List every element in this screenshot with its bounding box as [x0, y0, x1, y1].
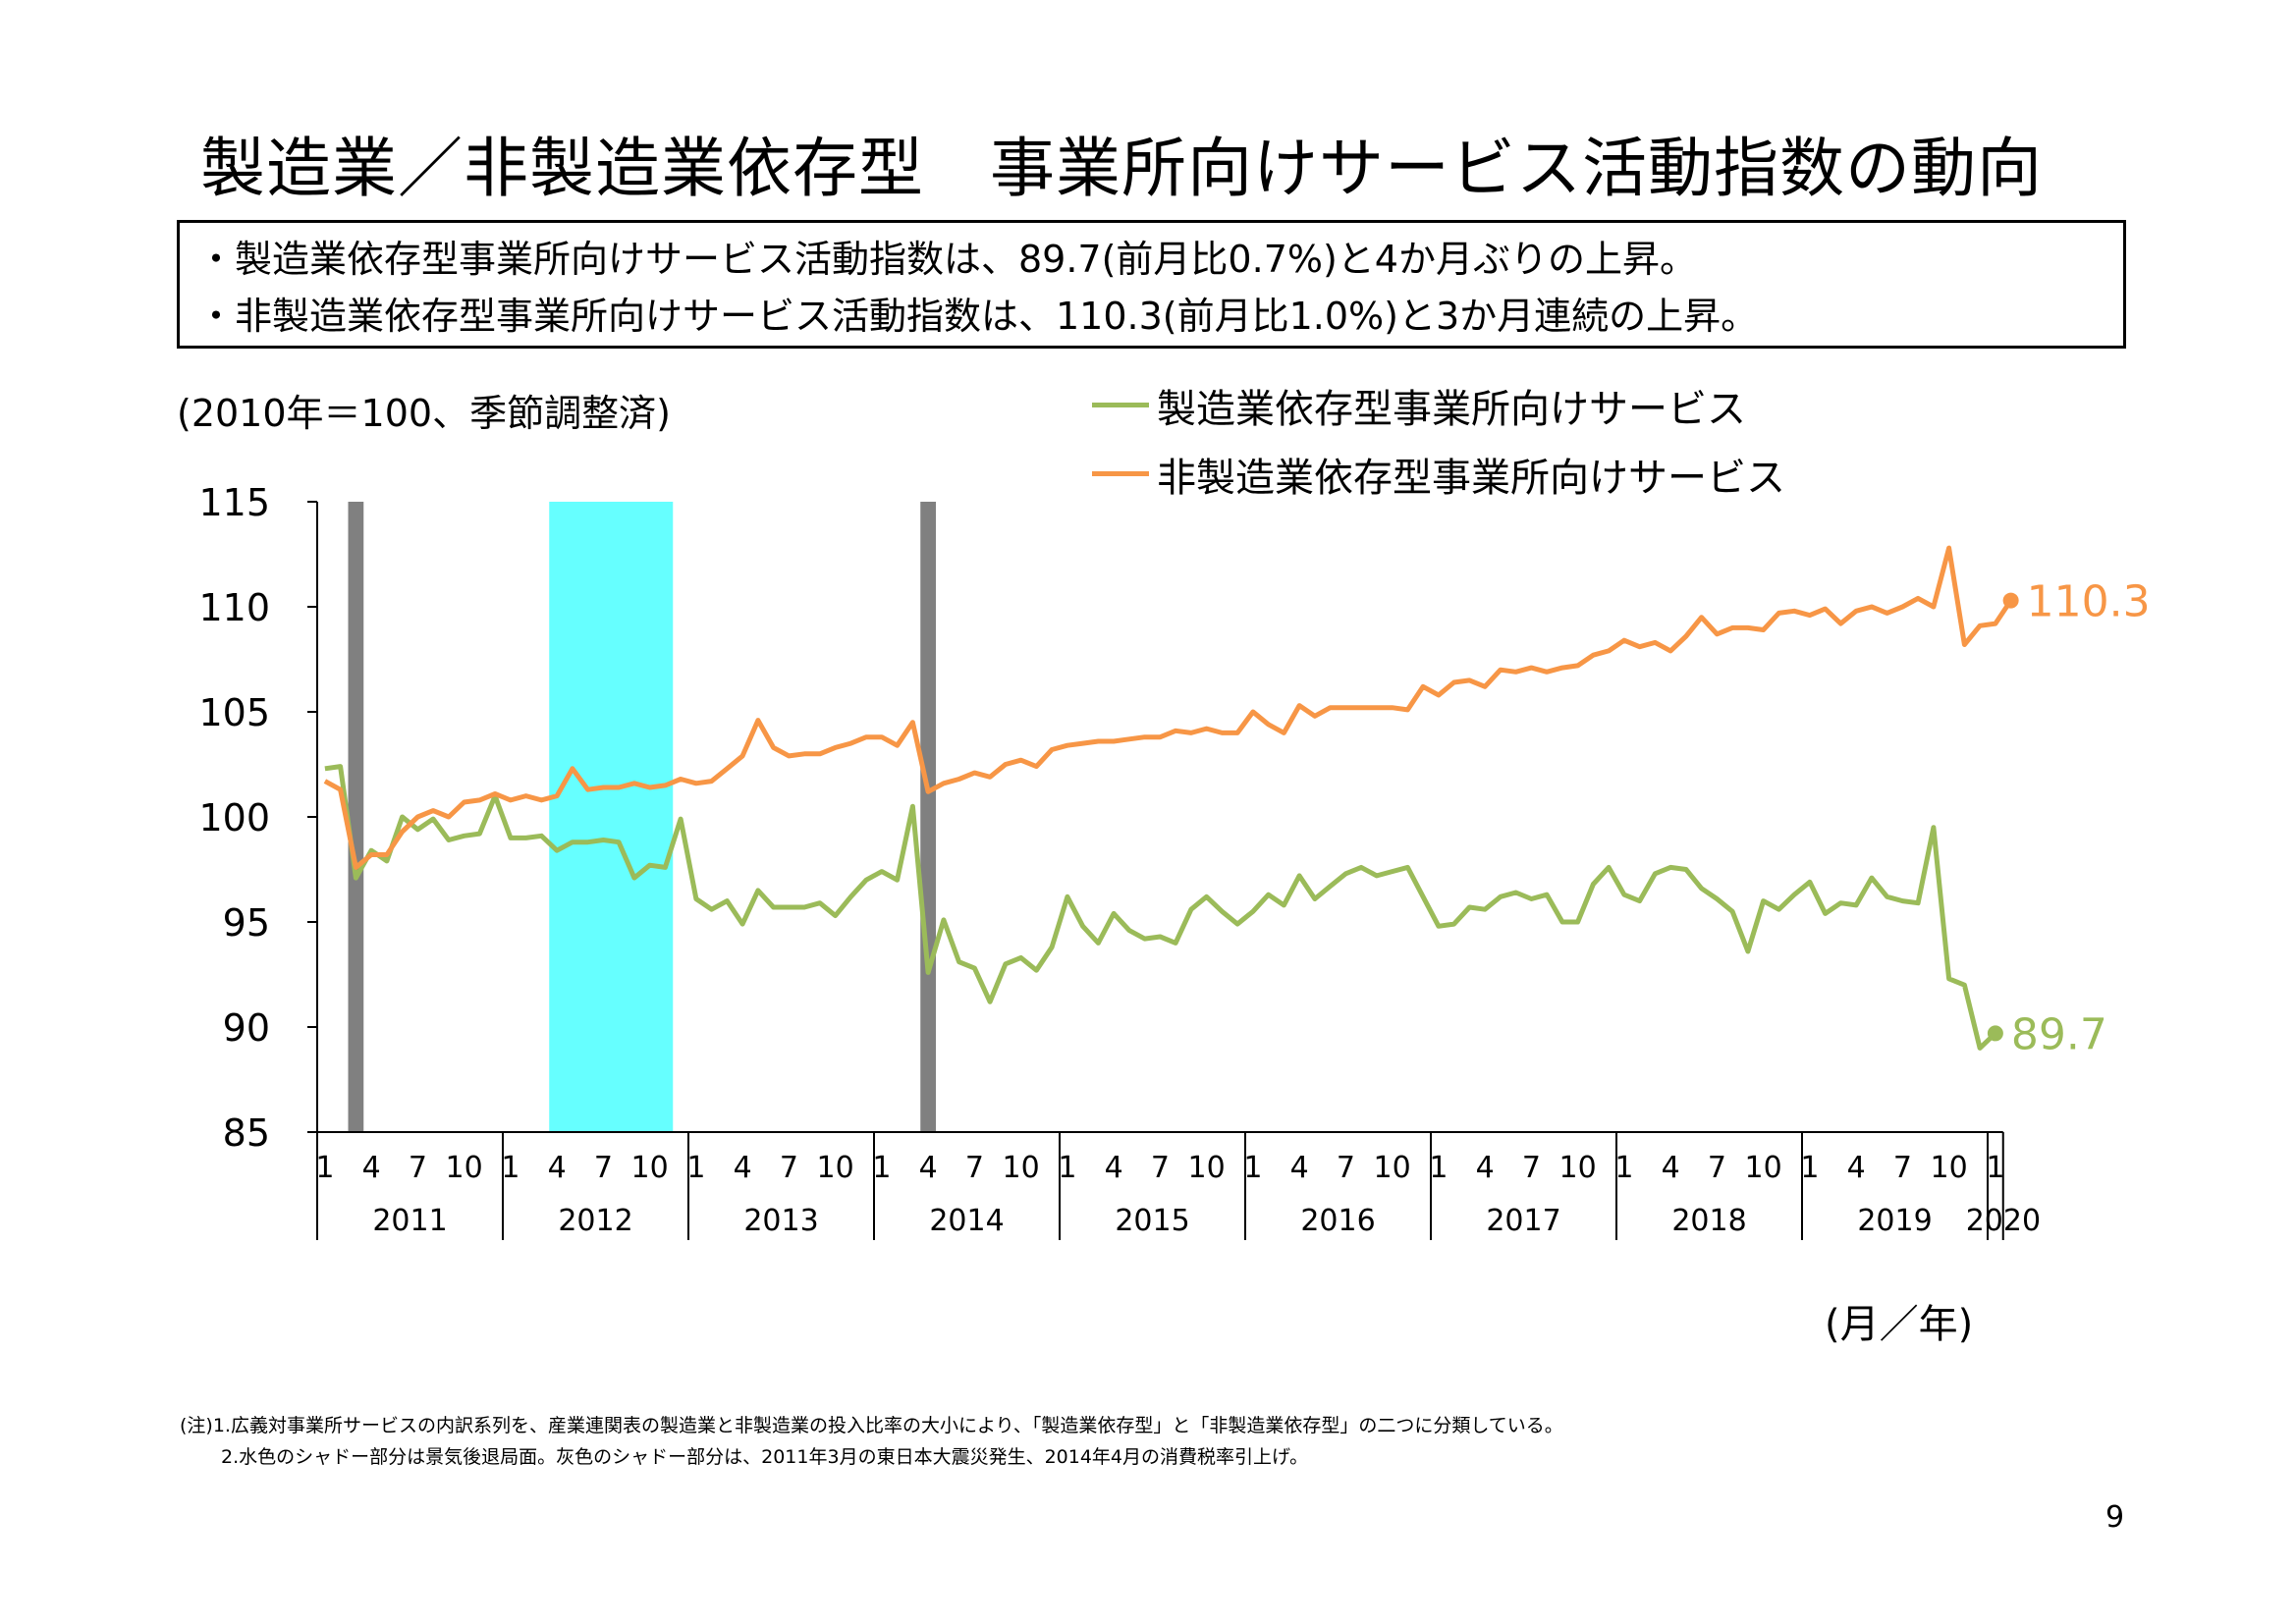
x-month-label: 10: [631, 1151, 669, 1185]
summary-line-non-manufacturing: ・非製造業依存型事業所向けサービス活動指数は、110.3(前月比1.0%)と3か…: [197, 295, 1759, 338]
x-month-label: 10: [1931, 1151, 1968, 1185]
x-month-label: 4: [1476, 1151, 1495, 1185]
x-year-label: 2016: [1300, 1204, 1375, 1238]
x-month-label: 7: [1151, 1151, 1170, 1185]
x-month-label: 7: [780, 1151, 798, 1185]
x-year-label: 2014: [929, 1204, 1004, 1238]
x-month-label: 1: [686, 1151, 705, 1185]
x-month-label: 7: [965, 1151, 984, 1185]
x-month-label: 1: [1429, 1151, 1448, 1185]
y-tick-label: 90: [223, 1006, 270, 1050]
y-tick-label: 105: [198, 691, 270, 734]
x-axis-unit: (月／年): [1825, 1302, 1974, 1347]
x-month-label: 7: [409, 1151, 427, 1185]
end-point-manufacturing: [1987, 1025, 2003, 1042]
legend-label-non-manufacturing: 非製造業依存型事業所向けサービス: [1157, 456, 1785, 501]
x-month-label: 4: [548, 1151, 567, 1185]
x-month-label: 10: [1559, 1151, 1597, 1185]
x-month-label: 7: [1337, 1151, 1355, 1185]
shade-earthquake: [348, 502, 364, 1132]
x-year-label: 2017: [1486, 1204, 1560, 1238]
x-month-label: 4: [919, 1151, 938, 1185]
footnote-2: 2.水色のシャドー部分は景気後退局面。灰色のシャドー部分は、2011年3月の東日…: [221, 1446, 1309, 1468]
x-month-label: 10: [1374, 1151, 1411, 1185]
x-month-label: 4: [734, 1151, 752, 1185]
x-month-label: 10: [1003, 1151, 1040, 1185]
x-year-label: 2015: [1115, 1204, 1189, 1238]
x-month-label: 1: [1614, 1151, 1633, 1185]
x-month-label: 4: [362, 1151, 381, 1185]
x-month-label: 1: [1243, 1151, 1262, 1185]
x-month-label: 1: [501, 1151, 519, 1185]
summary-line-manufacturing: ・製造業依存型事業所向けサービス活動指数は、89.7(前月比0.7%)と4か月ぶ…: [197, 238, 1697, 281]
end-label-manufacturing: 89.7: [2011, 1009, 2107, 1059]
legend-label-manufacturing: 製造業依存型事業所向けサービス: [1157, 387, 1746, 432]
legend-swatch-manufacturing: [1092, 403, 1149, 407]
x-month-label: 4: [1847, 1151, 1866, 1185]
x-month-label: 7: [1893, 1151, 1912, 1185]
x-month-label: 1: [1986, 1151, 2004, 1185]
x-month-label: 1: [872, 1151, 891, 1185]
summary-box: ・製造業依存型事業所向けサービス活動指数は、89.7(前月比0.7%)と4か月ぶ…: [177, 220, 2126, 349]
x-month-label: 7: [1708, 1151, 1726, 1185]
page-number: 9: [2105, 1500, 2125, 1535]
shade-tax-increase: [920, 502, 936, 1132]
end-point-non-manufacturing: [2002, 592, 2019, 609]
x-year-label: 2018: [1671, 1204, 1746, 1238]
x-month-label: 10: [1188, 1151, 1226, 1185]
y-tick-label: 115: [198, 481, 270, 524]
x-month-label: 7: [594, 1151, 613, 1185]
page-title: 製造業／非製造業依存型 事業所向けサービス活動指数の動向: [200, 131, 2043, 206]
x-month-label: 10: [446, 1151, 483, 1185]
x-month-label: 4: [1662, 1151, 1680, 1185]
x-month-label: 10: [817, 1151, 854, 1185]
x-year-label: 2013: [743, 1204, 818, 1238]
x-year-label: 2012: [558, 1204, 632, 1238]
x-year-label: 2019: [1857, 1204, 1932, 1238]
x-month-label: 10: [1745, 1151, 1782, 1185]
shade-recession: [549, 502, 674, 1132]
series-line-non-manufacturing: [323, 545, 2013, 870]
x-month-label: 7: [1522, 1151, 1541, 1185]
y-tick-label: 110: [198, 586, 270, 629]
y-tick-label: 100: [198, 796, 270, 839]
series-line-manufacturing: [324, 764, 1997, 1051]
end-label-non-manufacturing: 110.3: [2027, 577, 2151, 627]
x-month-label: 1: [315, 1151, 334, 1185]
y-tick-label: 85: [223, 1111, 270, 1155]
footnotes: (注)1.広義対事業所サービスの内訳系列を、産業連関表の製造業と非製造業の投入比…: [180, 1410, 1563, 1473]
x-month-label: 1: [1800, 1151, 1819, 1185]
y-tick-label: 95: [223, 901, 270, 945]
footnote-1: (注)1.広義対事業所サービスの内訳系列を、産業連関表の製造業と非製造業の投入比…: [180, 1415, 1563, 1436]
x-month-label: 4: [1105, 1151, 1123, 1185]
x-year-label: 2011: [372, 1204, 447, 1238]
x-month-label: 4: [1290, 1151, 1309, 1185]
x-month-label: 1: [1058, 1151, 1076, 1185]
unit-note: (2010年＝100、季節調整済): [177, 392, 671, 435]
legend-swatch-non-manufacturing: [1092, 471, 1149, 476]
